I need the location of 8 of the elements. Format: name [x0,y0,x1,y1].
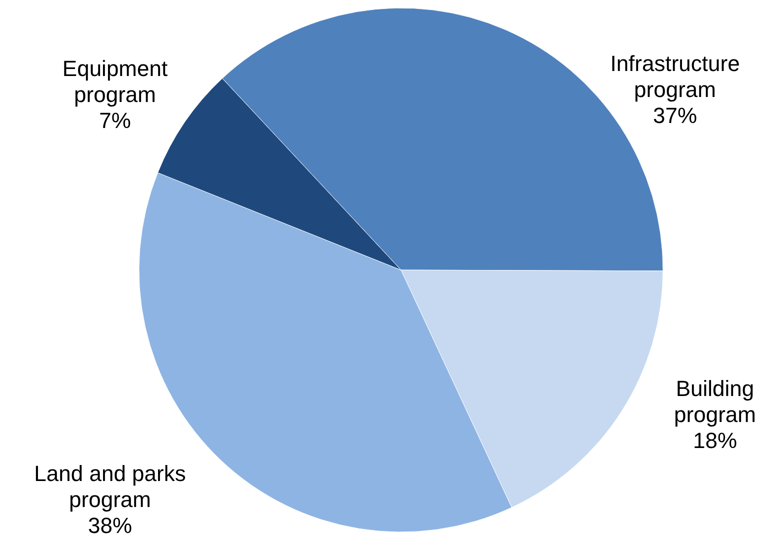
slice-label: Equipment program [62,56,168,107]
data-label: 37% [652,103,698,128]
slice-label: Building program [674,376,756,427]
slice-label: Infrastructure program [610,51,740,102]
data-label: 38% [88,513,132,538]
slice-label: Land and parks program [34,461,186,512]
data-label: 7% [99,108,131,133]
data-label: 18% [692,428,738,453]
